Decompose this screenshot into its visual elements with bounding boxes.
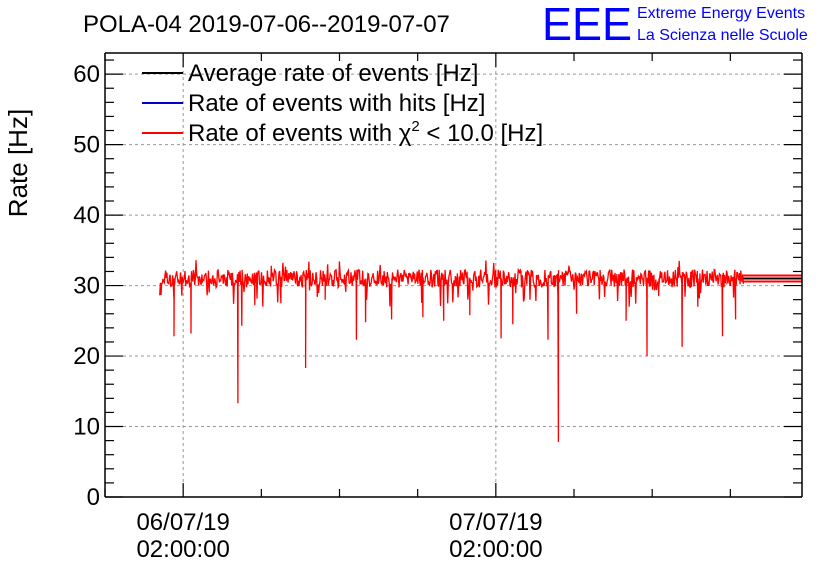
logo-line-2: La Scienza nelle Scuole <box>637 27 808 44</box>
x-tick-label-time-1: 02:00:00 <box>449 536 542 563</box>
logo-line-1: Extreme Energy Events <box>637 5 805 22</box>
legend-label-2: Rate of events with χ2 < 10.0 [Hz] <box>188 118 543 147</box>
x-tick-label-time-0: 02:00:00 <box>136 536 229 563</box>
logo-letters: EEE <box>542 0 632 50</box>
y-tick-label-50: 50 <box>73 132 100 159</box>
y-tick-label-10: 10 <box>73 414 100 441</box>
ticks: 010203040506006/07/1902:00:0007/07/1902:… <box>73 53 802 563</box>
series-chi2-line <box>159 260 745 443</box>
chart-title: POLA-04 2019-07-06--2019-07-07 <box>83 11 450 38</box>
y-tick-label-40: 40 <box>73 202 100 229</box>
y-tick-label-60: 60 <box>73 61 100 88</box>
legend-label-1: Rate of events with hits [Hz] <box>188 90 485 117</box>
y-tick-label-30: 30 <box>73 273 100 300</box>
y-tick-label-0: 0 <box>87 484 100 511</box>
axes <box>104 52 803 498</box>
eee-logo: EEE Extreme Energy Events La Scienza nel… <box>542 0 808 50</box>
x-tick-label-date-1: 07/07/19 <box>449 509 542 536</box>
legend: Average rate of events [Hz] Rate of event… <box>142 60 543 147</box>
legend-label-0: Average rate of events [Hz] <box>188 60 478 87</box>
y-axis-label: Rate [Hz] <box>3 109 33 217</box>
y-tick-label-20: 20 <box>73 343 100 370</box>
series-layer <box>159 260 802 443</box>
x-tick-label-date-0: 06/07/19 <box>136 509 229 536</box>
